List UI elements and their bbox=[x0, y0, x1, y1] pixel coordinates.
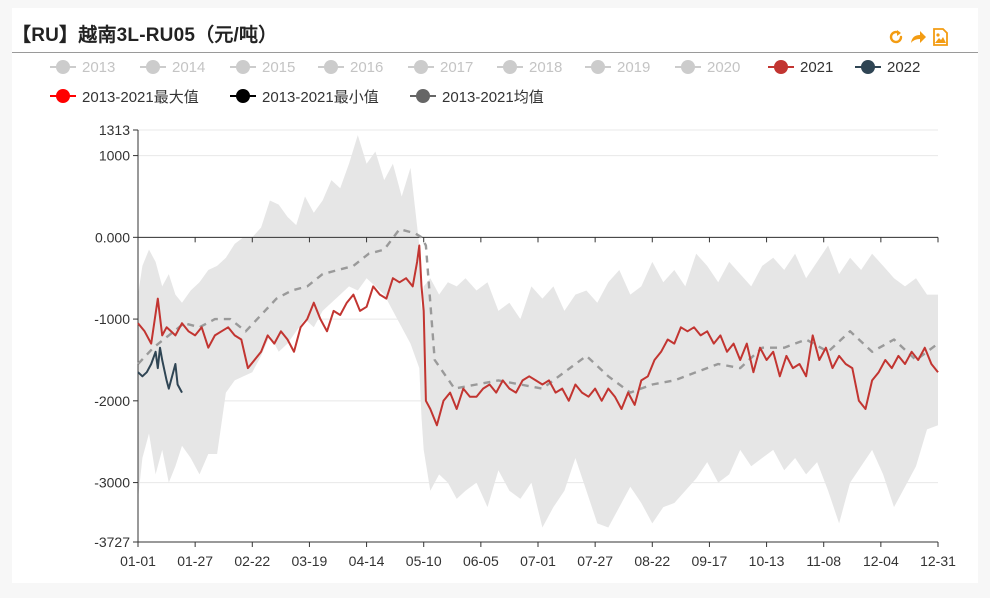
x-tick-label: 08-22 bbox=[634, 553, 670, 569]
x-tick-label: 10-13 bbox=[749, 553, 785, 569]
y-tick-label: 0.000 bbox=[95, 229, 130, 245]
legend-item-3[interactable]: 2016 bbox=[318, 57, 383, 77]
legend-swatch bbox=[50, 89, 76, 103]
y-tick-label: -2000 bbox=[94, 393, 130, 409]
legend-label: 2013-2021最大值 bbox=[82, 88, 199, 106]
legend-label: 2015 bbox=[262, 58, 296, 76]
legend-item-7[interactable]: 2020 bbox=[675, 57, 740, 77]
share-icon[interactable] bbox=[909, 28, 927, 46]
x-tick-label: 05-10 bbox=[406, 553, 442, 569]
legend-item-0[interactable]: 2013 bbox=[50, 57, 115, 77]
x-tick-label: 12-04 bbox=[863, 553, 899, 569]
x-tick-label: 12-31 bbox=[920, 553, 956, 569]
legend-item-1[interactable]: 2014 bbox=[140, 57, 205, 77]
y-tick-label: 1313 bbox=[99, 122, 130, 138]
min-max-band bbox=[138, 135, 938, 528]
legend-swatch bbox=[50, 60, 76, 74]
legend-swatch bbox=[585, 60, 611, 74]
legend-item-10[interactable]: 2013-2021最大值 bbox=[50, 86, 199, 106]
x-tick-label: 03-19 bbox=[292, 553, 328, 569]
legend-label: 2016 bbox=[350, 58, 384, 76]
x-tick-label: 01-01 bbox=[120, 553, 156, 569]
legend-swatch bbox=[768, 60, 794, 74]
legend-label: 2017 bbox=[440, 58, 474, 76]
legend-item-6[interactable]: 2019 bbox=[585, 57, 650, 77]
legend-label: 2013-2021均值 bbox=[442, 88, 544, 106]
legend-label: 2013-2021最小值 bbox=[262, 88, 379, 106]
chart-toolbar bbox=[887, 28, 949, 46]
legend-item-2[interactable]: 2015 bbox=[230, 57, 295, 77]
y-tick-label: -3727 bbox=[94, 534, 130, 550]
x-tick-label: 04-14 bbox=[349, 553, 385, 569]
x-tick-label: 09-17 bbox=[692, 553, 728, 569]
legend-label: 2020 bbox=[707, 58, 741, 76]
x-tick-label: 06-05 bbox=[463, 553, 499, 569]
x-tick-label: 11-08 bbox=[806, 553, 841, 569]
chart-title: 【RU】越南3L-RU05（元/吨） bbox=[12, 25, 278, 46]
legend-swatch bbox=[408, 60, 434, 74]
series-line-2021 bbox=[137, 244, 939, 427]
legend-label: 2013 bbox=[82, 58, 116, 76]
legend-swatch bbox=[855, 60, 881, 74]
legend-swatch bbox=[230, 89, 256, 103]
x-tick-label: 07-01 bbox=[520, 553, 556, 569]
x-tick-label: 01-27 bbox=[177, 553, 213, 569]
title-divider bbox=[12, 52, 978, 53]
legend-label: 2022 bbox=[887, 58, 921, 76]
legend-label: 2014 bbox=[172, 58, 206, 76]
chart-legend: 2013 2014 2015 2016 2017 2018 2019 2020 2021 2022… bbox=[0, 0, 990, 120]
legend-item-9[interactable]: 2022 bbox=[855, 57, 920, 77]
y-tick-label: -1000 bbox=[94, 311, 130, 327]
y-tick-label: -3000 bbox=[94, 475, 130, 491]
x-tick-label: 02-22 bbox=[234, 553, 270, 569]
legend-swatch bbox=[675, 60, 701, 74]
legend-label: 2021 bbox=[800, 58, 834, 76]
x-tick-label: 07-27 bbox=[577, 553, 613, 569]
legend-item-5[interactable]: 2018 bbox=[497, 57, 562, 77]
legend-label: 2018 bbox=[529, 58, 563, 76]
legend-swatch bbox=[230, 60, 256, 74]
image-export-icon[interactable] bbox=[931, 28, 949, 46]
series-line-2022 bbox=[137, 346, 183, 394]
legend-item-12[interactable]: 2013-2021均值 bbox=[410, 86, 544, 106]
legend-item-4[interactable]: 2017 bbox=[408, 57, 473, 77]
legend-swatch bbox=[497, 60, 523, 74]
legend-item-11[interactable]: 2013-2021最小值 bbox=[230, 86, 379, 106]
legend-item-8[interactable]: 2021 bbox=[768, 57, 833, 77]
series-line-2013-2021均值 bbox=[137, 228, 939, 394]
legend-swatch bbox=[410, 89, 436, 103]
legend-swatch bbox=[140, 60, 166, 74]
legend-label: 2019 bbox=[617, 58, 651, 76]
y-tick-label: 1000 bbox=[99, 148, 130, 164]
refresh-icon[interactable] bbox=[887, 28, 905, 46]
legend-swatch bbox=[318, 60, 344, 74]
